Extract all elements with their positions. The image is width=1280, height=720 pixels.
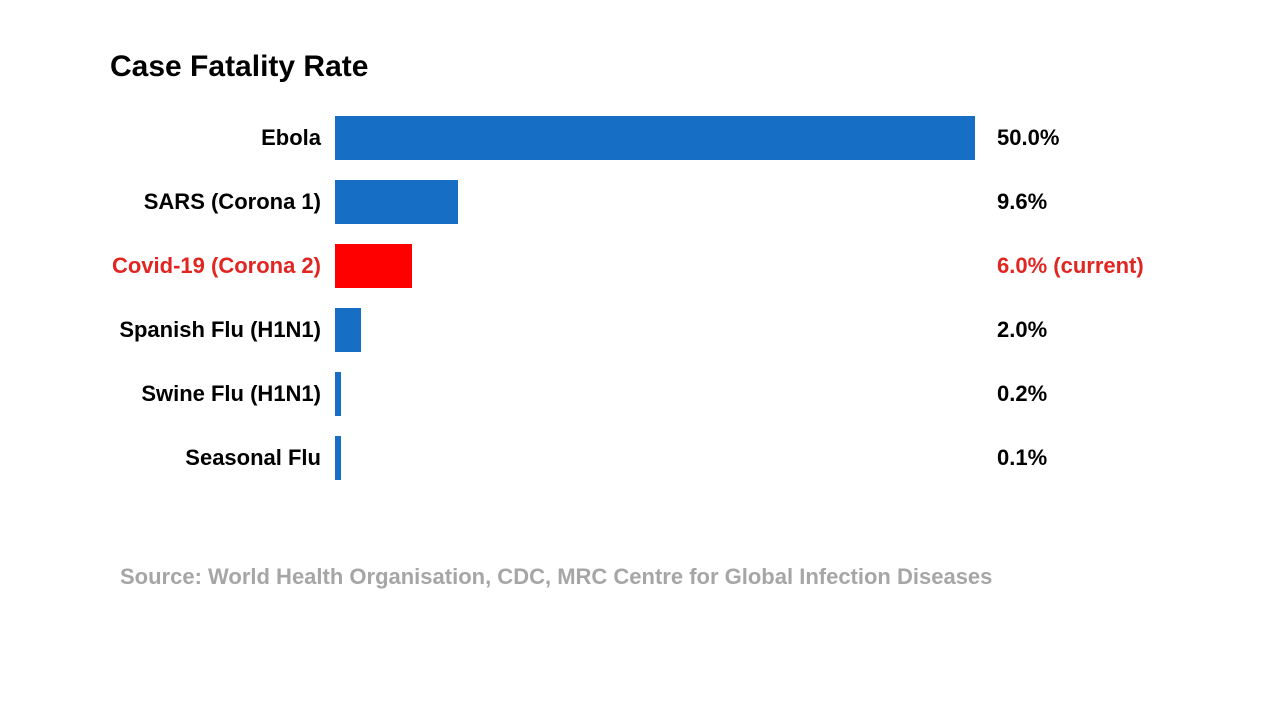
bar-label: Spanish Flu (H1N1) <box>110 317 335 343</box>
bar-value: 6.0% (current) <box>975 253 1144 279</box>
source-caption: Source: World Health Organisation, CDC, … <box>120 564 992 590</box>
bar <box>335 436 341 480</box>
bar-label: Ebola <box>110 125 335 151</box>
bar <box>335 244 412 288</box>
bar-value: 0.1% <box>975 445 1047 471</box>
bar-rows: Ebola 50.0% SARS (Corona 1) 9.6% Covid-1… <box>110 116 1220 480</box>
bar-track <box>335 308 975 352</box>
bar-track <box>335 116 975 160</box>
bar-value: 2.0% <box>975 317 1047 343</box>
bar-label: Swine Flu (H1N1) <box>110 381 335 407</box>
fatality-chart: Case Fatality Rate Ebola 50.0% SARS (Cor… <box>0 0 1280 720</box>
chart-title: Case Fatality Rate <box>110 50 1220 84</box>
bar-track <box>335 244 975 288</box>
bar <box>335 116 975 160</box>
bar-row: Spanish Flu (H1N1) 2.0% <box>110 308 1220 352</box>
bar-value: 9.6% <box>975 189 1047 215</box>
bar-track <box>335 436 975 480</box>
bar-row: Swine Flu (H1N1) 0.2% <box>110 372 1220 416</box>
bar-row: Seasonal Flu 0.1% <box>110 436 1220 480</box>
bar-row: Ebola 50.0% <box>110 116 1220 160</box>
bar-track <box>335 372 975 416</box>
bar-track <box>335 180 975 224</box>
bar-label: SARS (Corona 1) <box>110 189 335 215</box>
bar-label: Covid-19 (Corona 2) <box>110 253 335 279</box>
bar-row: Covid-19 (Corona 2) 6.0% (current) <box>110 244 1220 288</box>
bar <box>335 180 458 224</box>
bar-row: SARS (Corona 1) 9.6% <box>110 180 1220 224</box>
bar <box>335 372 341 416</box>
bar-value: 50.0% <box>975 125 1059 151</box>
bar-label: Seasonal Flu <box>110 445 335 471</box>
bar <box>335 308 361 352</box>
bar-value: 0.2% <box>975 381 1047 407</box>
